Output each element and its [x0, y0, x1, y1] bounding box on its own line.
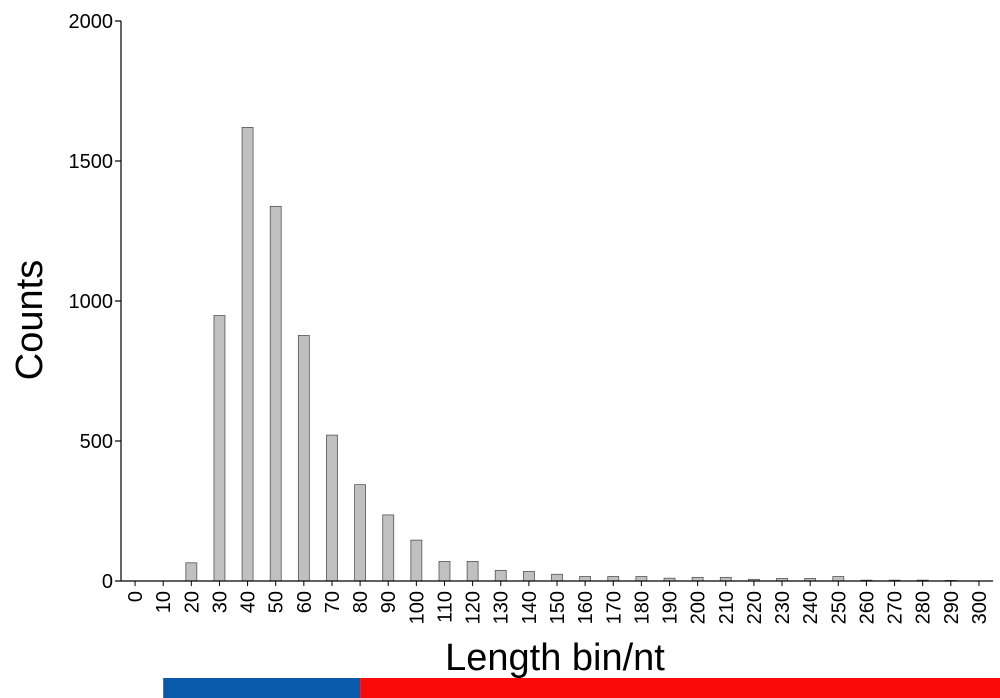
y-tick-label: 2000	[69, 11, 114, 33]
x-tick-label: 10	[153, 591, 175, 613]
x-tick-label: 30	[209, 591, 231, 613]
x-tick-label: 240	[800, 591, 822, 624]
bar-150	[551, 573, 563, 582]
bar-100	[410, 539, 423, 582]
x-tick-label: 180	[631, 591, 653, 624]
x-tick-label: 90	[378, 591, 400, 613]
bar-110	[438, 561, 451, 582]
x-tick-label: 0	[125, 591, 147, 602]
bar-80	[354, 484, 366, 582]
x-tick-label: 120	[463, 591, 485, 624]
bar-50	[269, 205, 282, 582]
x-tick-label: 20	[181, 591, 203, 613]
x-tick-label: 270	[885, 591, 907, 624]
bar-250	[832, 576, 845, 582]
x-tick-label: 280	[913, 591, 935, 624]
x-tick-label: 160	[575, 591, 597, 624]
y-axis-title: Counts	[9, 260, 51, 380]
bar-180	[635, 576, 648, 582]
y-tick-label: 0	[102, 571, 113, 593]
x-tick-label: 190	[660, 591, 682, 624]
x-ticks: 0 10 20 30 40 50 60 70 80 90 100 110 120 130 140 150 160…	[125, 581, 991, 624]
x-tick-label: 40	[238, 591, 260, 613]
bar-70	[326, 434, 338, 582]
x-axis-title: Length bin/nt	[445, 637, 665, 679]
x-tick-label: 250	[828, 591, 850, 624]
x-tick-label: 60	[294, 591, 316, 613]
bar-130	[494, 569, 507, 582]
bars	[185, 127, 957, 582]
x-tick-label: 200	[688, 591, 710, 624]
y-ticks: 0 500 1000 1500 2000	[69, 11, 121, 593]
range-strip-segment	[360, 678, 1000, 698]
y-tick-label: 1500	[69, 151, 114, 173]
bar-120	[466, 561, 479, 582]
range-strip-segment	[163, 678, 361, 698]
x-tick-label: 290	[941, 591, 963, 624]
bar-40	[241, 127, 254, 582]
x-tick-label: 300	[969, 591, 991, 624]
x-tick-label: 70	[322, 591, 344, 613]
bar-170	[607, 576, 620, 582]
bar-90	[382, 514, 395, 582]
x-tick-label: 230	[772, 591, 794, 624]
x-tick-label: 260	[856, 591, 878, 624]
x-tick-label: 100	[406, 591, 428, 624]
x-tick-label: 170	[603, 591, 625, 624]
x-tick-label: 140	[519, 591, 541, 624]
bar-140	[522, 571, 535, 582]
x-tick-label: 130	[491, 591, 513, 624]
x-tick-label: 220	[744, 591, 766, 624]
bar-20	[185, 562, 198, 582]
y-tick-label: 500	[80, 431, 113, 453]
bar-60	[297, 335, 310, 582]
x-tick-label: 150	[547, 591, 569, 624]
x-tick-label: 210	[716, 591, 738, 624]
y-tick-label: 1000	[69, 291, 114, 313]
x-tick-label: 50	[266, 591, 288, 613]
x-tick-label: 80	[350, 591, 372, 613]
bar-160	[579, 576, 592, 582]
range-strip	[163, 678, 1000, 698]
bar-30	[213, 315, 226, 582]
x-tick-label: 110	[434, 591, 456, 623]
